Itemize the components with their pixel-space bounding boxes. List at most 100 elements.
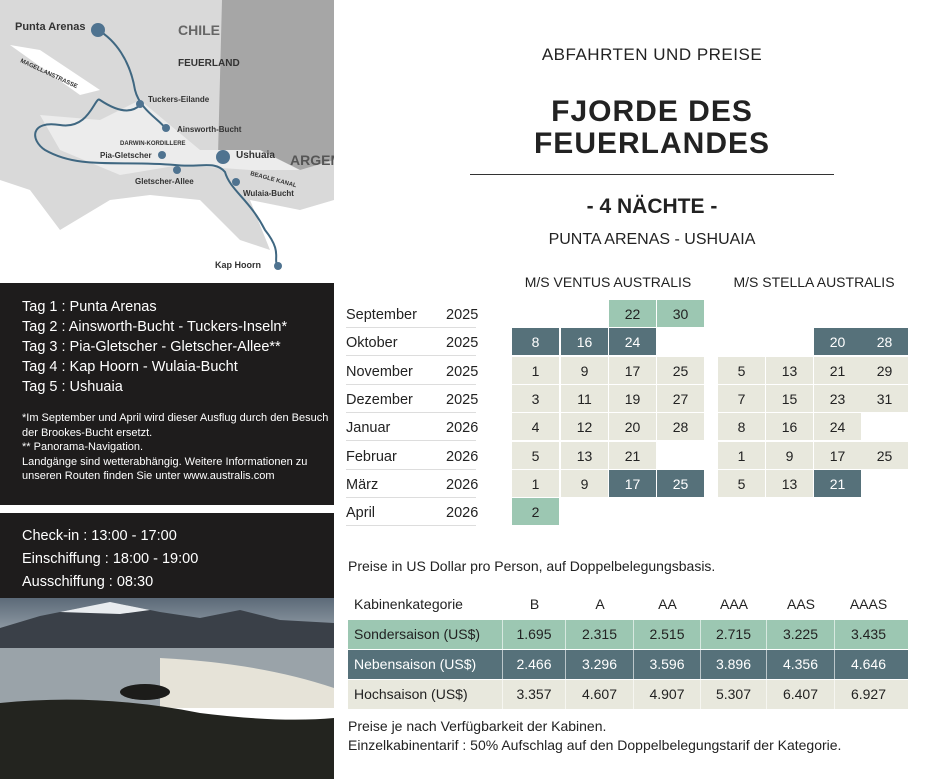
price-cell: 1.695 — [503, 620, 566, 649]
departure-date-stella: 5 — [718, 356, 765, 384]
price-header-cell: A — [595, 596, 605, 612]
departure-date-stella: 21 — [814, 356, 861, 384]
price-cell: 3.596 — [634, 650, 701, 679]
departure-date-stella: 20 — [814, 328, 861, 356]
price-cell: 4.607 — [566, 680, 634, 709]
departure-date-ventus: 28 — [657, 413, 704, 441]
calendar-month-row: Februar 2026 — [346, 442, 478, 470]
departure-date-ventus: 13 — [561, 441, 608, 469]
itinerary-day: Tag 1 : Punta Arenas — [22, 299, 157, 315]
departure-date-stella: 13 — [766, 356, 813, 384]
departure-date-ventus: 9 — [561, 469, 608, 497]
price-header-cell: Kabinenkategorie — [354, 596, 463, 612]
map-label-stop: Tuckers-Eilande — [148, 95, 210, 104]
price-footnote: Preise je nach Verfügbarkeit der Kabinen… — [348, 718, 607, 734]
month-year: 2025 — [446, 363, 479, 380]
price-cell: 3.896 — [701, 650, 767, 679]
departure-date-stella: 21 — [814, 469, 861, 497]
calendar-month-row: Dezember 2025 — [346, 385, 479, 413]
calendar-month-row: März 2026 — [346, 470, 479, 498]
price-table: Kabinenkategorie B A AA AAA AAS AAAS Sondersais… — [348, 590, 908, 710]
month-year: 2025 — [446, 335, 479, 352]
time-entry: Ausschiffung : 08:30 — [22, 574, 154, 590]
itinerary-note: ** Panorama-Navigation. — [22, 441, 144, 453]
month-name: Februar — [346, 448, 397, 465]
departure-date-stella: 16 — [766, 413, 813, 441]
price-cell: 3.296 — [566, 650, 634, 679]
departure-date-stella: 17 — [814, 441, 861, 469]
ship-header-ventus: M/S VENTUS AUSTRALIS — [524, 274, 692, 290]
departure-date-ventus: 24 — [609, 328, 656, 356]
itinerary-note: Landgänge sind wetterabhängig. Weitere I… — [22, 455, 308, 483]
itinerary-day: Tag 2 : Ainsworth-Bucht - Tuckers-Inseln… — [22, 319, 288, 335]
departure-date-ventus: 17 — [609, 469, 656, 497]
departure-date-ventus: 27 — [657, 384, 704, 412]
price-header-cell: AA — [658, 596, 677, 612]
price-cell: 6.407 — [767, 680, 835, 709]
route-map: Punta Arenas CHILE FEUERLAND ARGENTINIEN… — [0, 0, 334, 280]
price-header-cell: AAS — [786, 596, 815, 612]
departure-date-ventus: 22 — [609, 300, 656, 327]
month-year: 2026 — [446, 420, 479, 437]
departure-date-stella: 25 — [861, 441, 908, 469]
times-panel: Check-in : 13:00 - 17:00 Einschiffung : 1… — [0, 513, 334, 598]
departure-date-stella: 23 — [814, 384, 861, 412]
ship-header-stella: M/S STELLA AUSTRALIS — [733, 274, 895, 290]
price-header-row: Kabinenkategorie B A AA AAA AAS AAAS — [348, 590, 908, 619]
price-cell: Sondersaison (US$) — [348, 620, 503, 649]
calendar-month-row: April 2026 — [346, 498, 479, 527]
nights-label: - 4 NÄCHTE - — [586, 195, 718, 218]
month-year: 2025 — [446, 307, 479, 323]
price-header-cell: B — [529, 596, 540, 612]
price-cell: 2.466 — [503, 650, 566, 679]
page-title: FJORDE DES FEUERLANDES — [533, 95, 770, 160]
departure-date-ventus: 11 — [561, 384, 608, 412]
departure-date-ventus: 3 — [512, 384, 559, 412]
departure-date-ventus: 17 — [609, 356, 656, 384]
month-year: 2026 — [446, 476, 479, 493]
departure-date-stella: 13 — [766, 469, 813, 497]
price-intro: Preise in US Dollar pro Person, auf Dopp… — [348, 558, 716, 574]
price-cell: 4.907 — [634, 680, 701, 709]
departure-date-ventus: 1 — [512, 469, 559, 497]
price-cell: 5.307 — [701, 680, 767, 709]
departure-date-ventus: 25 — [657, 469, 704, 497]
departure-date-stella: 28 — [861, 328, 908, 356]
departure-date-stella: 5 — [718, 469, 765, 497]
departure-date-stella: 9 — [766, 441, 813, 469]
price-cell: Nebensaison (US$) — [348, 650, 503, 679]
departure-date-stella: 15 — [766, 384, 813, 412]
map-label-stop: Ushuaia — [236, 150, 275, 161]
time-entry: Check-in : 13:00 - 17:00 — [22, 528, 177, 544]
price-cell: 3.225 — [767, 620, 835, 649]
month-name: Januar — [346, 420, 391, 437]
itinerary-day: Tag 5 : Ushuaia — [22, 379, 123, 395]
departure-date-stella: 31 — [861, 384, 908, 412]
departure-date-ventus: 2 — [512, 498, 559, 526]
departure-date-ventus: 20 — [609, 413, 656, 441]
departure-date-ventus: 4 — [512, 413, 559, 441]
price-cell: Hochsaison (US$) — [348, 680, 503, 709]
departure-date-ventus: 19 — [609, 384, 656, 412]
calendar-month-row: Oktober 2025 — [346, 328, 479, 357]
itinerary-panel: Tag 1 : Punta Arenas Tag 2 : Ainsworth-Bu… — [0, 283, 334, 505]
itinerary-day: Tag 4 : Kap Hoorn - Wulaia-Bucht — [22, 359, 238, 375]
departure-date-ventus: 16 — [561, 328, 608, 356]
month-year: 2026 — [446, 505, 479, 522]
map-label-stop: Ainsworth-Bucht — [177, 125, 242, 134]
map-label-punta-arenas: Punta Arenas — [15, 21, 86, 33]
month-name: November — [346, 363, 413, 380]
month-year: 2025 — [446, 391, 479, 408]
map-label-stop: Kap Hoorn — [215, 260, 261, 270]
departure-date-stella: 8 — [718, 413, 765, 441]
map-stop-markers — [91, 23, 282, 270]
departure-date-stella: 1 — [718, 441, 765, 469]
departure-date-ventus: 25 — [657, 356, 704, 384]
price-header-cell: AAAS — [849, 596, 888, 612]
time-entry: Einschiffung : 18:00 - 19:00 — [22, 551, 199, 567]
price-cell: 4.356 — [767, 650, 835, 679]
month-name: März — [346, 476, 379, 493]
price-row: Nebensaison (US$) 2.466 3.296 3.596 3.896 4.3… — [348, 650, 908, 679]
calendar-month-row: November 2025 — [346, 357, 479, 385]
price-cell: 6.927 — [850, 686, 887, 702]
